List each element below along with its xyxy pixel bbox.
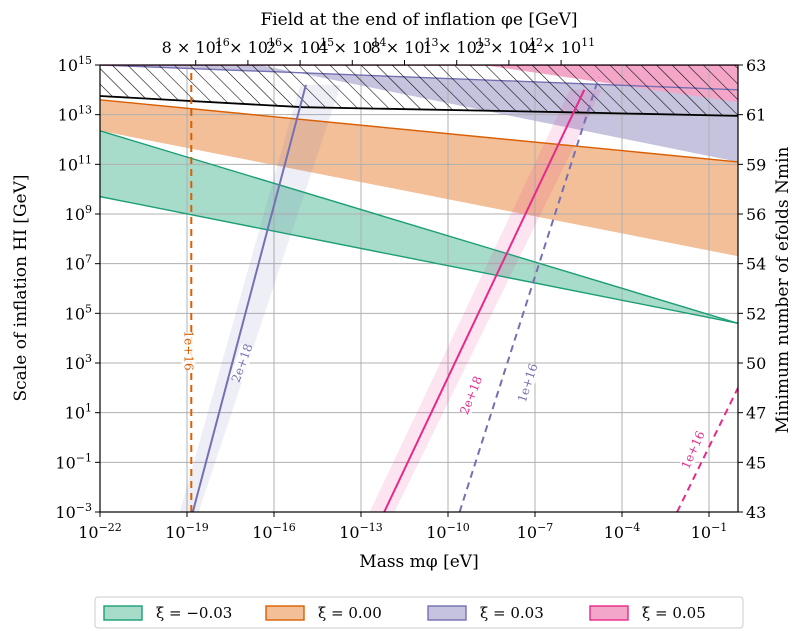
y-tick-label-5: 107 xyxy=(65,253,92,274)
band-edge-upper-0 xyxy=(100,130,738,324)
x-tick-label-5: 10−7 xyxy=(517,521,554,542)
band-1 xyxy=(100,99,738,257)
top-tick-label-0: 8 × 1016 xyxy=(162,36,230,57)
curve-label-0: 1e+16 xyxy=(181,331,195,371)
curve-label-bg-4 xyxy=(679,430,707,470)
y-tick-label-9: 1015 xyxy=(58,54,92,75)
curve-label-3: 1e+16 xyxy=(515,362,541,404)
right-tick-label-3: 56 xyxy=(746,205,766,224)
right-tick-label-6: 50 xyxy=(746,354,766,373)
right-tick-label-9: 43 xyxy=(746,503,766,522)
exclusion-region xyxy=(100,65,738,117)
legend-swatch-1 xyxy=(265,605,305,621)
top-tick-label-6: 2 × 1012 xyxy=(475,36,543,57)
right-tick-label-8: 45 xyxy=(746,453,766,472)
shadow-1 xyxy=(369,89,602,512)
right-tick-label-1: 61 xyxy=(746,106,766,125)
band-edge-upper-1 xyxy=(100,99,738,163)
exclusion-hatch xyxy=(100,65,738,116)
curve-2 xyxy=(383,89,586,512)
y-axis-ticks: 10−3 10−1 101 103 105 107 109 1011 1013 1015 xyxy=(55,54,100,522)
y2-axis-label: Minimum number of efolds Nmin xyxy=(773,147,793,434)
y-axis-label: Scale of inflation HI [GeV] xyxy=(11,175,31,402)
legend-label-1: ξ = 0.00 xyxy=(318,604,382,622)
curve-label-bg-1 xyxy=(229,343,255,383)
curve-3 xyxy=(458,77,600,512)
grid xyxy=(100,65,738,512)
y-tick-label-6: 109 xyxy=(65,203,92,224)
plot-frame xyxy=(99,64,739,513)
top-tick-label-1: 1 × 1016 xyxy=(214,36,282,57)
top-tick-label-3: 4 × 1014 xyxy=(318,36,386,57)
y-tick-label-4: 105 xyxy=(65,302,92,323)
right-axis-ticks: 63 61 59 56 54 52 50 47 45 43 xyxy=(738,56,766,522)
curve-1 xyxy=(191,84,307,512)
legend-frame xyxy=(94,596,744,629)
curve-label-2: 2e+18 xyxy=(457,374,485,416)
x-tick-label-2: 10−16 xyxy=(252,521,296,542)
curve-label-bg-2 xyxy=(457,375,485,415)
top-tick-label-5: 1 × 1013 xyxy=(423,36,491,57)
legend-swatch-0 xyxy=(103,605,143,621)
x-axis-ticks: 10−22 10−19 10−16 10−13 10−10 10−7 10−4 10−1 xyxy=(78,512,727,542)
right-tick-label-7: 47 xyxy=(746,404,766,423)
x-tick-label-1: 10−19 xyxy=(165,521,209,542)
legend: ξ = −0.03 ξ = 0.00 ξ = 0.03 ξ = 0.05 xyxy=(94,596,744,629)
y-tick-label-3: 103 xyxy=(65,352,92,373)
x-axis-label: Mass mφ [eV] xyxy=(359,552,478,572)
x-tick-label-7: 10−1 xyxy=(691,521,728,542)
top-tick-label-7: 4 × 1011 xyxy=(527,36,595,57)
y-tick-label-2: 101 xyxy=(65,402,92,423)
right-tick-label-0: 63 xyxy=(746,56,766,75)
right-tick-label-5: 52 xyxy=(746,304,766,323)
legend-label-0: ξ = −0.03 xyxy=(156,604,232,622)
y-tick-label-7: 1011 xyxy=(58,153,92,174)
legend-label-2: ξ = 0.03 xyxy=(480,604,544,622)
legend-label-3: ξ = 0.05 xyxy=(642,604,706,622)
curves xyxy=(190,67,738,512)
band-edge-lower-0 xyxy=(100,195,738,324)
top-tick-label-4: 8 × 1013 xyxy=(370,36,438,57)
right-tick-label-2: 59 xyxy=(746,155,766,174)
x-tick-label-4: 10−10 xyxy=(426,521,470,542)
x-tick-label-6: 10−4 xyxy=(604,521,641,542)
top-tick-label-2: 2 × 1015 xyxy=(266,36,334,57)
curve-label-4: 1e+16 xyxy=(679,429,708,471)
legend-swatch-3 xyxy=(589,605,629,621)
y-tick-label-8: 1013 xyxy=(58,104,92,125)
y-tick-label-0: 10−3 xyxy=(55,501,92,522)
y-tick-label-1: 10−1 xyxy=(55,451,92,472)
curve-label-bg-3 xyxy=(515,363,540,403)
legend-swatch-2 xyxy=(427,605,467,621)
chart-title: Field at the end of inflation φe [GeV] xyxy=(260,10,577,30)
x-tick-label-0: 10−22 xyxy=(78,521,122,542)
curve-label-bg-0 xyxy=(181,332,196,369)
exclusion-boundary xyxy=(100,95,738,117)
x-tick-label-3: 10−13 xyxy=(339,521,383,542)
right-tick-label-4: 54 xyxy=(746,255,766,274)
